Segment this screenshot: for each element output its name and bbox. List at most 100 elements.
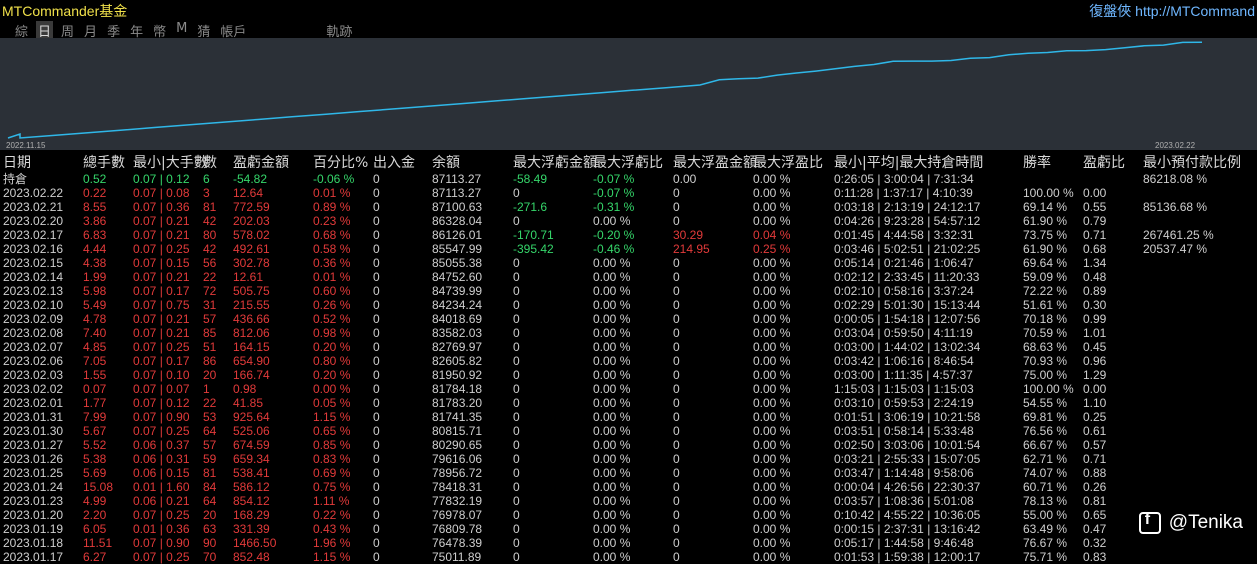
cell-date: 2023.01.23 bbox=[3, 494, 64, 508]
daily-stats-table: 日期 總手數 最小|大手數數盈虧金額 百分比% 出入金 余額 最大浮虧金額 最大浮虧比 最大浮盈… bbox=[0, 156, 1257, 564]
table-row[interactable]: 2023.02.02 0.07 0.07 | 0.07 1 0.98 0.00 % 0 817… bbox=[0, 382, 1257, 396]
cell-ratio: 0.30 bbox=[1083, 298, 1107, 312]
cell-pnl: 0.98 bbox=[233, 382, 257, 396]
tab-7[interactable]: M bbox=[176, 21, 188, 36]
column-header[interactable]: 勝率 bbox=[1023, 155, 1051, 171]
table-row[interactable]: 2023.02.13 5.98 0.07 | 0.17 72 505.75 0.60 % 0… bbox=[0, 284, 1257, 298]
column-header[interactable]: 總手數 bbox=[83, 155, 125, 171]
column-header[interactable]: 百分比% bbox=[313, 155, 369, 171]
table-row[interactable]: 2023.01.25 5.69 0.06 | 0.15 81 538.41 0.69 % 0… bbox=[0, 466, 1257, 480]
cell-maxloss: 0 bbox=[513, 396, 520, 410]
column-header[interactable]: 最小|平均|最大持倉時間 bbox=[834, 155, 984, 171]
website-link[interactable]: http://MTCommand bbox=[1135, 3, 1255, 19]
cell-minmax: 0.07 | 0.07 bbox=[133, 382, 190, 396]
table-row[interactable]: 2023.02.01 1.77 0.07 | 0.12 22 41.85 0.05 % 0 8… bbox=[0, 396, 1257, 410]
cell-pnl: 331.39 bbox=[233, 522, 270, 536]
cell-balance: 80290.65 bbox=[432, 438, 483, 452]
cell-winrate: 63.49 % bbox=[1023, 522, 1068, 536]
tab-2[interactable]: 周 bbox=[61, 25, 75, 40]
column-header[interactable]: 日期 bbox=[3, 155, 31, 171]
cell-maxloss: 0 bbox=[513, 466, 520, 480]
cell-ratio: 0.26 bbox=[1083, 480, 1107, 494]
cell-ratio: 0.00 bbox=[1083, 186, 1107, 200]
table-row[interactable]: 2023.02.07 4.85 0.07 | 0.25 51 164.15 0.20 % 0… bbox=[0, 340, 1257, 354]
cell-date: 2023.01.30 bbox=[3, 424, 64, 438]
cell-maxprofit_pct: 0.00 % bbox=[753, 522, 791, 536]
column-header[interactable]: 最小預付款比例 bbox=[1143, 155, 1241, 171]
tab-3[interactable]: 月 bbox=[84, 25, 98, 40]
table-row[interactable]: 2023.02.21 8.55 0.07 | 0.36 81 772.59 0.89 % 0… bbox=[0, 200, 1257, 214]
table-row[interactable]: 2023.01.24 15.08 0.01 | 1.60 84 586.12 0.75 %… bbox=[0, 480, 1257, 494]
table-row[interactable]: 2023.02.10 5.49 0.07 | 0.75 31 215.55 0.26 % 0… bbox=[0, 298, 1257, 312]
cell-maxloss: 0 bbox=[513, 494, 520, 508]
cell-n: 64 bbox=[203, 494, 217, 508]
table-row[interactable]: 2023.02.17 6.83 0.07 | 0.21 80 578.02 0.68 % 0… bbox=[0, 228, 1257, 242]
column-header[interactable]: 最大浮虧比 bbox=[593, 155, 663, 171]
cell-lots: 4.85 bbox=[83, 340, 107, 354]
table-row[interactable]: 2023.01.26 5.38 0.06 | 0.31 59 659.34 0.83 % 0… bbox=[0, 452, 1257, 466]
table-row[interactable]: 2023.01.31 7.99 0.07 | 0.90 53 925.64 1.15 % 0… bbox=[0, 410, 1257, 424]
table-row[interactable]: 2023.01.20 2.20 0.07 | 0.25 20 168.29 0.22 % 0… bbox=[0, 508, 1257, 522]
tab-8[interactable]: 猜 bbox=[197, 25, 211, 40]
tab-0[interactable]: 綜 bbox=[15, 25, 29, 40]
tab-10[interactable]: 軌跡 bbox=[326, 25, 353, 40]
tab-6[interactable]: 幣 bbox=[153, 25, 167, 40]
column-header[interactable]: 數 bbox=[203, 155, 217, 171]
column-header[interactable]: 出入金 bbox=[373, 155, 415, 171]
table-row[interactable]: 2023.02.16 4.44 0.07 | 0.25 42 492.61 0.58 % 0… bbox=[0, 242, 1257, 256]
table-row[interactable]: 2023.02.08 7.40 0.07 | 0.21 85 812.06 0.98 % 0… bbox=[0, 326, 1257, 340]
column-header[interactable]: 最大浮盈比 bbox=[753, 155, 823, 171]
table-row[interactable]: 2023.02.03 1.55 0.07 | 0.10 20 166.74 0.20 % 0… bbox=[0, 368, 1257, 382]
tab-1[interactable]: 日 bbox=[36, 21, 54, 40]
cell-lots: 4.38 bbox=[83, 256, 107, 270]
column-header[interactable]: 最大浮盈金額 bbox=[673, 155, 757, 171]
table-row[interactable]: 2023.02.22 0.22 0.07 | 0.08 3 12.64 0.01 % 0 87… bbox=[0, 186, 1257, 200]
table-row[interactable]: 2023.02.15 4.38 0.07 | 0.15 56 302.78 0.36 % 0… bbox=[0, 256, 1257, 270]
cell-minmax: 0.07 | 0.21 bbox=[133, 270, 190, 284]
cell-maxprofit: 0 bbox=[673, 494, 680, 508]
cell-balance: 87100.63 bbox=[432, 200, 483, 214]
cell-balance: 75011.89 bbox=[432, 550, 482, 564]
cell-maxprofit_pct: 0.00 % bbox=[753, 550, 791, 564]
cell-balance: 81950.92 bbox=[432, 368, 483, 382]
cell-inout: 0 bbox=[373, 312, 380, 326]
app-title-prefix: MTCommander bbox=[2, 3, 100, 19]
cell-lots: 11.51 bbox=[83, 536, 113, 550]
cell-minmax: 0.07 | 0.25 bbox=[133, 550, 190, 564]
cell-pct: 0.22 % bbox=[313, 508, 351, 522]
cell-lots: 4.99 bbox=[83, 494, 107, 508]
replay-label[interactable]: 復盤俠 bbox=[1089, 3, 1132, 19]
column-header[interactable]: 最小|大手數 bbox=[133, 155, 208, 171]
cell-maxprofit_pct: 0.00 % bbox=[753, 312, 791, 326]
cell-maxprofit_pct: 0.00 % bbox=[753, 270, 791, 284]
cell-lots: 5.52 bbox=[83, 438, 107, 452]
column-header[interactable]: 盈虧金額 bbox=[233, 155, 289, 171]
column-header[interactable]: 盈虧比 bbox=[1083, 155, 1125, 171]
tab-4[interactable]: 季 bbox=[107, 25, 121, 40]
table-row[interactable]: 2023.01.18 11.51 0.07 | 0.90 90 1466.50 1.96 … bbox=[0, 536, 1257, 550]
cell-winrate: 74.07 % bbox=[1023, 466, 1068, 480]
column-header[interactable]: 余額 bbox=[432, 155, 460, 171]
table-row[interactable]: 2023.02.20 3.86 0.07 | 0.21 42 202.03 0.23 % 0… bbox=[0, 214, 1257, 228]
position-row[interactable]: 持倉 0.52 0.07 | 0.12 6 -54.82 -0.06 % 0 87113.27… bbox=[0, 172, 1257, 186]
table-row[interactable]: 2023.01.23 4.99 0.06 | 0.21 64 854.12 1.11 % 0… bbox=[0, 494, 1257, 508]
table-row[interactable]: 2023.02.09 4.78 0.07 | 0.21 57 436.66 0.52 % 0… bbox=[0, 312, 1257, 326]
cell-maxloss_pct: 0.00 % bbox=[593, 284, 631, 298]
table-row[interactable]: 2023.02.06 7.05 0.07 | 0.17 86 654.90 0.80 % 0… bbox=[0, 354, 1257, 368]
table-row[interactable]: 2023.02.14 1.99 0.07 | 0.21 22 12.61 0.01 % 0 8… bbox=[0, 270, 1257, 284]
cell-date: 2023.02.17 bbox=[3, 228, 64, 242]
table-row[interactable]: 2023.01.17 6.27 0.07 | 0.25 70 852.48 1.15 % 0… bbox=[0, 550, 1257, 564]
cell-maxloss_pct: 0.00 % bbox=[593, 270, 631, 284]
cell-maxprofit: 0 bbox=[673, 270, 680, 284]
cell-balance: 76478.39 bbox=[432, 536, 483, 550]
table-row[interactable]: 2023.01.27 5.52 0.06 | 0.37 57 674.59 0.85 % 0… bbox=[0, 438, 1257, 452]
cell-pnl: 12.64 bbox=[233, 186, 264, 200]
cell-pnl: 492.61 bbox=[233, 242, 270, 256]
cell-ratio: 1.34 bbox=[1083, 256, 1107, 270]
table-row[interactable]: 2023.01.19 6.05 0.01 | 0.36 63 331.39 0.43 % 0… bbox=[0, 522, 1257, 536]
cell-maxprofit: 0 bbox=[673, 522, 680, 536]
table-row[interactable]: 2023.01.30 5.67 0.07 | 0.25 64 525.06 0.65 % 0… bbox=[0, 424, 1257, 438]
column-header[interactable]: 最大浮虧金額 bbox=[513, 155, 597, 171]
tab-5[interactable]: 年 bbox=[130, 25, 144, 40]
tab-9[interactable]: 帳戶 bbox=[220, 25, 247, 40]
